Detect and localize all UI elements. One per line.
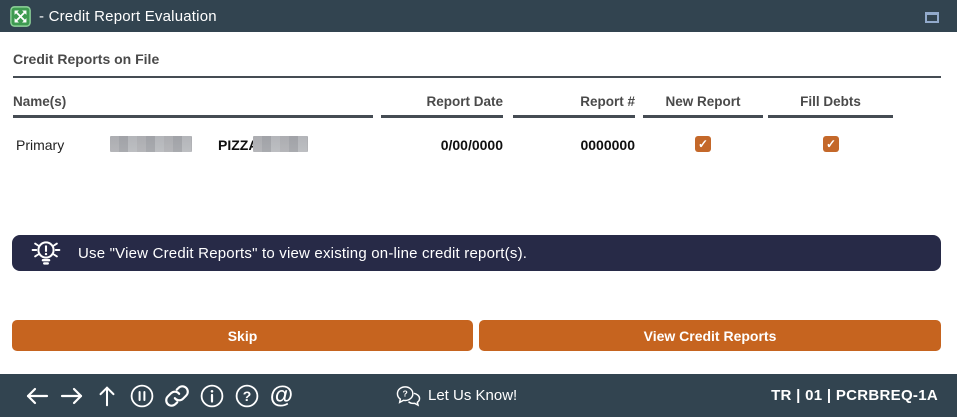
lightbulb-icon <box>28 238 64 268</box>
info-icon[interactable] <box>198 382 225 409</box>
footer-nav-icons: ? @ <box>23 374 295 417</box>
help-icon[interactable]: ? <box>233 382 260 409</box>
notice-text: Use "View Credit Reports" to view existi… <box>78 244 528 262</box>
notice-banner: Use "View Credit Reports" to view existi… <box>12 235 941 271</box>
column-underline-new-report <box>643 115 763 118</box>
svg-text:?: ? <box>402 388 407 398</box>
let-us-know-label: Let Us Know! <box>428 387 518 404</box>
link-icon[interactable] <box>163 382 190 409</box>
back-arrow-icon[interactable] <box>23 382 50 409</box>
status-code: TR | 01 | PCRBREQ-1A <box>771 387 938 404</box>
forward-arrow-icon[interactable] <box>58 382 85 409</box>
title-bar: - Credit Report Evaluation <box>0 0 957 32</box>
window-title: - Credit Report Evaluation <box>39 7 217 25</box>
column-underline-report-date <box>381 115 503 118</box>
checkmark-icon: ✓ <box>825 137 837 151</box>
redacted-name-block-2 <box>253 136 308 152</box>
footer-toolbar: ? @ ? Let Us Know! TR | 01 | PCRBREQ-1A <box>0 374 957 417</box>
maximize-icon[interactable] <box>925 12 939 23</box>
row-name-visible: PIZZA <box>218 137 259 153</box>
column-header-new-report: New Report <box>665 94 741 109</box>
section-heading: Credit Reports on File <box>13 51 160 67</box>
column-header-report-date: Report Date <box>426 94 503 109</box>
fill-debts-checkbox[interactable]: ✓ <box>823 136 839 152</box>
column-underline-report-number <box>513 115 635 118</box>
pause-icon[interactable] <box>128 382 155 409</box>
column-underline-names <box>13 115 373 118</box>
checkmark-icon: ✓ <box>697 137 709 151</box>
row-report-date: 0/00/0000 <box>440 137 503 153</box>
new-report-checkbox[interactable]: ✓ <box>695 136 711 152</box>
section-divider <box>13 76 941 78</box>
row-report-number: 0000000 <box>580 137 635 153</box>
row-type-label: Primary <box>16 137 65 153</box>
skip-button[interactable]: Skip <box>12 320 473 351</box>
column-header-fill-debts: Fill Debts <box>800 94 861 109</box>
column-underline-fill-debts <box>768 115 893 118</box>
up-arrow-icon[interactable] <box>93 382 120 409</box>
svg-text:?: ? <box>242 388 251 404</box>
column-header-report-number: Report # <box>580 94 635 109</box>
at-sign-icon[interactable]: @ <box>269 381 294 409</box>
chat-icon: ? <box>396 385 421 407</box>
view-credit-reports-button[interactable]: View Credit Reports <box>479 320 941 351</box>
let-us-know-link[interactable]: ? Let Us Know! <box>396 374 517 417</box>
column-header-names: Name(s) <box>13 94 67 109</box>
expand-arrows-icon <box>10 5 31 27</box>
redacted-name-block <box>110 136 192 152</box>
